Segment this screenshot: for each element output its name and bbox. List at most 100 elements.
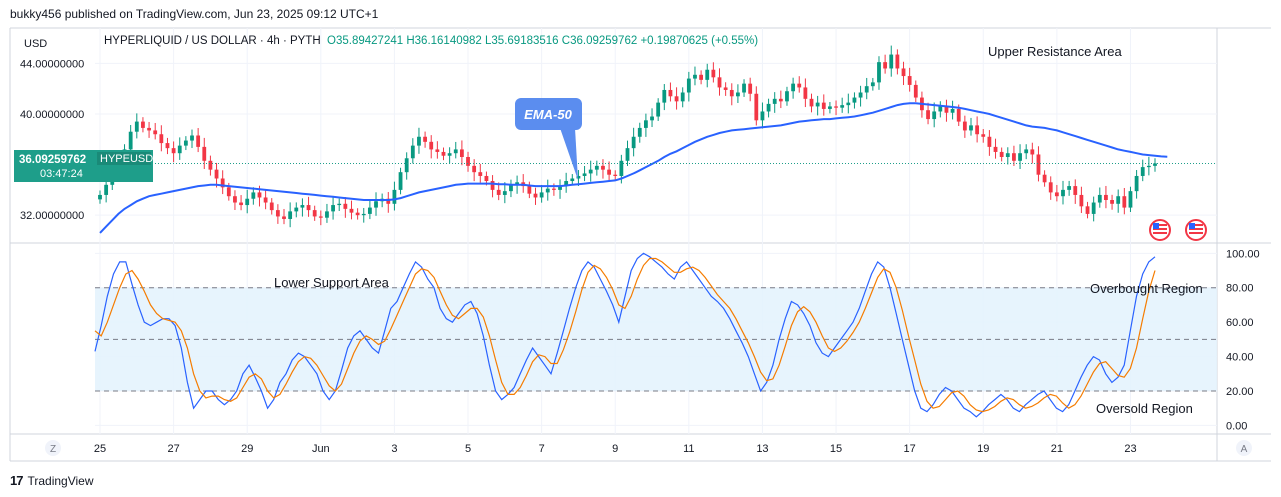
time-tick-label: 3: [391, 443, 397, 455]
candle: [478, 163, 483, 183]
candle: [392, 181, 397, 211]
candle: [159, 125, 164, 152]
candle: [864, 77, 869, 100]
stoch-tick-label: 0.00: [1226, 420, 1247, 432]
candle: [588, 160, 593, 182]
ema-50-line: [99, 102, 1168, 234]
watermark-text: TradingView: [27, 473, 94, 488]
stoch-tick-label: 100.00: [1226, 248, 1260, 260]
ema-callout-label: EMA-50: [524, 107, 572, 122]
candle: [650, 108, 654, 128]
candle: [1012, 145, 1016, 166]
time-tick-label: 11: [683, 443, 694, 455]
price-tag-ticker: HYPEUSD: [100, 153, 153, 165]
open-value: O35.89427241: [327, 35, 404, 47]
candle: [165, 137, 170, 155]
us-flag-icon[interactable]: [1149, 219, 1171, 241]
candle: [711, 62, 716, 83]
candle: [1030, 142, 1035, 164]
candle: [275, 204, 280, 224]
candle: [343, 197, 348, 218]
price-tag: 36.09259762 HYPEUSD 03:47:24: [14, 150, 153, 182]
candle: [539, 184, 544, 203]
candle: [883, 54, 888, 74]
candle: [742, 79, 746, 97]
candle: [1134, 170, 1139, 199]
candle: [1042, 170, 1047, 187]
time-tick-label: 29: [241, 443, 253, 455]
candle: [693, 66, 697, 86]
candle: [772, 92, 777, 113]
candle: [306, 196, 311, 217]
candle: [938, 101, 943, 118]
candle: [318, 210, 323, 226]
price-axis[interactable]: 44.00000000 40.00000000 32.00000000: [20, 58, 84, 222]
candle: [1153, 158, 1157, 172]
candle: [582, 165, 587, 182]
candle: [907, 67, 912, 92]
close-value: C36.09259762: [561, 35, 638, 47]
candle: [1067, 180, 1072, 196]
candle: [466, 151, 470, 172]
candle: [950, 100, 955, 120]
currency-label: USD: [24, 38, 48, 50]
candle: [993, 138, 998, 159]
candle: [699, 70, 704, 85]
candle: [147, 121, 151, 138]
overbought-label: Overbought Region: [1090, 281, 1203, 296]
time-tick-label: 7: [539, 443, 545, 455]
candle: [312, 205, 317, 221]
candle: [1061, 180, 1065, 205]
candle: [153, 122, 158, 140]
symbol-legend: HYPERLIQUID / US DOLLAR · 4h · PYTH O35.…: [104, 35, 758, 47]
candle: [686, 71, 691, 102]
candle: [809, 93, 814, 113]
candle: [870, 77, 875, 91]
time-axis[interactable]: 25 27 29 Jun 3 5 7 9 11 13 15 17 19 21 23: [94, 443, 1137, 455]
candle: [558, 179, 562, 199]
candle: [1140, 159, 1145, 182]
candle: [766, 98, 771, 118]
candle: [202, 137, 207, 170]
zoom-button[interactable]: Z: [45, 440, 61, 456]
candles: [98, 45, 1157, 228]
candle: [423, 131, 427, 148]
candle: [656, 98, 661, 121]
candle: [417, 127, 421, 154]
time-tick-label: 19: [977, 443, 989, 455]
price-tag-value: 36.09259762: [19, 154, 86, 166]
candle: [220, 170, 225, 195]
us-flag-icon[interactable]: [1185, 219, 1207, 241]
candle: [300, 198, 305, 217]
candle: [288, 202, 293, 228]
candle: [834, 100, 838, 116]
candle: [269, 198, 274, 215]
candle: [331, 196, 335, 220]
candle: [361, 207, 366, 223]
candle: [858, 85, 863, 107]
candle: [386, 192, 391, 213]
auto-scale-button[interactable]: A: [1236, 440, 1252, 456]
candle: [913, 80, 918, 102]
candle: [545, 179, 550, 201]
candle: [852, 92, 857, 109]
candle: [975, 116, 980, 143]
candle: [1128, 186, 1133, 213]
candle: [1018, 144, 1022, 170]
candle: [926, 102, 930, 125]
stoch-axis[interactable]: 100.00 80.00 60.00 40.00 20.00 0.00: [1226, 248, 1260, 432]
candle: [668, 82, 673, 102]
candle: [674, 87, 679, 110]
ema-callout: EMA-50: [515, 98, 582, 180]
candle: [969, 117, 973, 136]
candle: [367, 200, 372, 220]
stoch-levels: [95, 287, 1217, 392]
candle: [183, 136, 188, 151]
candle: [705, 63, 710, 88]
candle: [472, 159, 477, 182]
candle: [944, 99, 949, 122]
candle: [1054, 184, 1059, 202]
tradingview-watermark[interactable]: 17 TradingView: [10, 473, 94, 488]
